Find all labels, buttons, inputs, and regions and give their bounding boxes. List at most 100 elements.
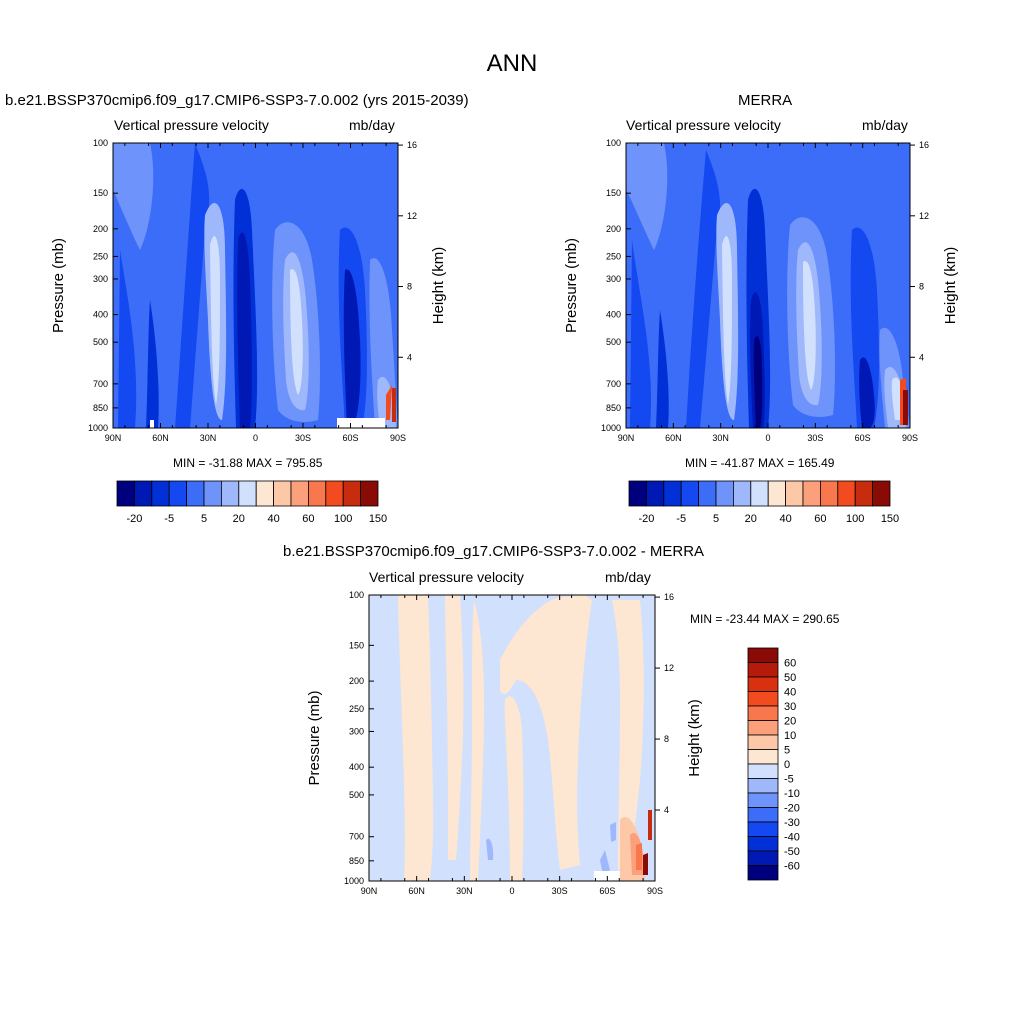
panel2-colorbar-label: 100 bbox=[846, 513, 864, 525]
panel2-colorbar-box bbox=[767, 480, 787, 507]
panel2-ytick-label: 500 bbox=[606, 337, 621, 347]
panel2-xtick-label: 90N bbox=[618, 433, 635, 443]
panel3-colorbar-label: -10 bbox=[784, 788, 800, 800]
panel1-xtick-label: 0 bbox=[253, 433, 258, 443]
panel1-xtick-label: 90S bbox=[390, 433, 406, 443]
panel1-field bbox=[113, 143, 398, 428]
panel1-stats: MIN = -31.88 MAX = 795.85 bbox=[173, 456, 323, 470]
panel2-ytick-label: 300 bbox=[606, 274, 621, 284]
panel1-colorbar-box bbox=[186, 480, 205, 507]
panel3-colorbar-label: -20 bbox=[784, 803, 800, 815]
panel3-ytick-label: 1000 bbox=[344, 876, 364, 886]
panel2-colorbar-box bbox=[872, 480, 891, 507]
panel1-ylabel-right: Height (km) bbox=[430, 247, 447, 325]
panel3-variable-label: Vertical pressure velocity bbox=[369, 569, 524, 585]
panel1-title: b.e21.BSSP370cmip6.f09_g17.CMIP6-SSP3-7.… bbox=[5, 92, 469, 109]
panel3-colorbar-box bbox=[747, 865, 779, 881]
panel1-colorbar-label: -20 bbox=[126, 513, 142, 525]
panel1-htick-label: 12 bbox=[407, 211, 417, 221]
panel3-ytick-label: 850 bbox=[349, 856, 364, 866]
panel2-ytick-label: 850 bbox=[606, 403, 621, 413]
panel2-ytick-label: 100 bbox=[606, 138, 621, 148]
panel1-colorbar-box bbox=[133, 480, 153, 507]
panel1-colorbar-box bbox=[168, 480, 187, 507]
panel1-units-label: mb/day bbox=[349, 117, 395, 133]
panel3-ylabel: Pressure (mb) bbox=[306, 690, 323, 785]
panel3-colorbar-label: -30 bbox=[784, 817, 800, 829]
panel1-colorbar-label: 150 bbox=[369, 513, 387, 525]
panel1-htick-label: 8 bbox=[407, 282, 412, 292]
panel3-ytick-label: 700 bbox=[349, 832, 364, 842]
panel2-colorbar-box bbox=[820, 480, 839, 507]
panel3-colorbar-box bbox=[747, 647, 779, 663]
panel3-htick-label: 4 bbox=[664, 805, 669, 815]
panel1-colorbar-box bbox=[307, 480, 327, 507]
panel3-colorbar-box bbox=[747, 836, 779, 852]
panel1-colorbar-box bbox=[220, 480, 240, 507]
panel3-colorbar-label: 30 bbox=[784, 701, 796, 713]
panel3-htick-label: 12 bbox=[664, 663, 674, 673]
panel1-colorbar-box bbox=[203, 480, 222, 507]
panel1-colorbar-box bbox=[273, 480, 292, 507]
panel2-colorbar-box bbox=[680, 480, 700, 507]
panel1-htick-label: 16 bbox=[407, 140, 417, 150]
panel2-colorbar-label: 40 bbox=[779, 513, 791, 525]
panel3-colorbar-box bbox=[747, 720, 779, 736]
panel1-ylabel: Pressure (mb) bbox=[50, 238, 67, 333]
panel2-ytick-label: 400 bbox=[606, 310, 621, 320]
panel2-colorbar-box bbox=[837, 480, 856, 507]
panel1-colorbar-box bbox=[360, 480, 379, 507]
panel1-xtick-label: 60S bbox=[342, 433, 358, 443]
panel1-colorbar-box bbox=[325, 480, 344, 507]
panel1-colorbar-box bbox=[151, 480, 170, 507]
panel1-colorbar-box bbox=[238, 480, 257, 507]
panel3-xtick-label: 90N bbox=[361, 886, 378, 896]
panel3-colorbar-box bbox=[747, 778, 779, 794]
panel2-title: MERRA bbox=[738, 92, 793, 109]
panel2-ytick-label: 250 bbox=[606, 251, 621, 261]
panel2-stats: MIN = -41.87 MAX = 165.49 bbox=[685, 456, 835, 470]
panel2-colorbar-label: 20 bbox=[745, 513, 757, 525]
panel2-colorbar-box bbox=[715, 480, 734, 507]
panel1-ytick-label: 1000 bbox=[88, 423, 108, 433]
panel2-xtick-label: 60S bbox=[855, 433, 871, 443]
panel2-htick-label: 12 bbox=[919, 211, 929, 221]
panel2-xtick-label: 30N bbox=[712, 433, 729, 443]
panel2-colorbar-label: 5 bbox=[713, 513, 719, 525]
panel3-colorbar-label: -5 bbox=[784, 774, 794, 786]
panel3-htick-label: 16 bbox=[664, 592, 674, 602]
panel2-field bbox=[626, 143, 910, 428]
panel1-colorbar-label: 20 bbox=[233, 513, 245, 525]
figure-title: ANN bbox=[486, 50, 538, 77]
panel2-colorbar-box bbox=[733, 480, 752, 507]
panel3-ytick-label: 100 bbox=[349, 590, 364, 600]
panel2-variable-label: Vertical pressure velocity bbox=[626, 117, 781, 133]
panel3-colorbar-box bbox=[747, 792, 779, 808]
panel2-xtick-label: 60N bbox=[665, 433, 682, 443]
panel1-ytick-label: 500 bbox=[93, 337, 108, 347]
panel2-units-label: mb/day bbox=[862, 117, 908, 133]
panel3-ytick-label: 400 bbox=[349, 762, 364, 772]
panel1-xtick-label: 90N bbox=[105, 433, 122, 443]
panel2-ytick-label: 1000 bbox=[601, 423, 621, 433]
panel2-colorbar-box bbox=[750, 480, 769, 507]
panel1-ytick-label: 150 bbox=[93, 188, 108, 198]
panel3-colorbar-box bbox=[747, 676, 779, 692]
panel1-colorbar-label: 60 bbox=[302, 513, 314, 525]
panel3-title: b.e21.BSSP370cmip6.f09_g17.CMIP6-SSP3-7.… bbox=[283, 543, 705, 560]
panel2-colorbar-box bbox=[628, 480, 647, 507]
panel3-colorbar-label: 50 bbox=[784, 672, 796, 684]
panel3-xtick-label: 30S bbox=[552, 886, 568, 896]
panel2-colorbar-box bbox=[663, 480, 682, 507]
panel1-colorbar-box bbox=[116, 480, 135, 507]
panel2-ytick-label: 700 bbox=[606, 379, 621, 389]
panel3-htick-label: 8 bbox=[664, 734, 669, 744]
panel1-ytick-label: 300 bbox=[93, 274, 108, 284]
panel3-xtick-label: 30N bbox=[456, 886, 473, 896]
panel3-colorbar-box bbox=[747, 734, 779, 750]
panel2-htick-label: 8 bbox=[919, 282, 924, 292]
panel2-htick-label: 4 bbox=[919, 352, 924, 362]
panel3-colorbar-box bbox=[747, 662, 779, 678]
panel2-colorbar-label: 60 bbox=[814, 513, 826, 525]
